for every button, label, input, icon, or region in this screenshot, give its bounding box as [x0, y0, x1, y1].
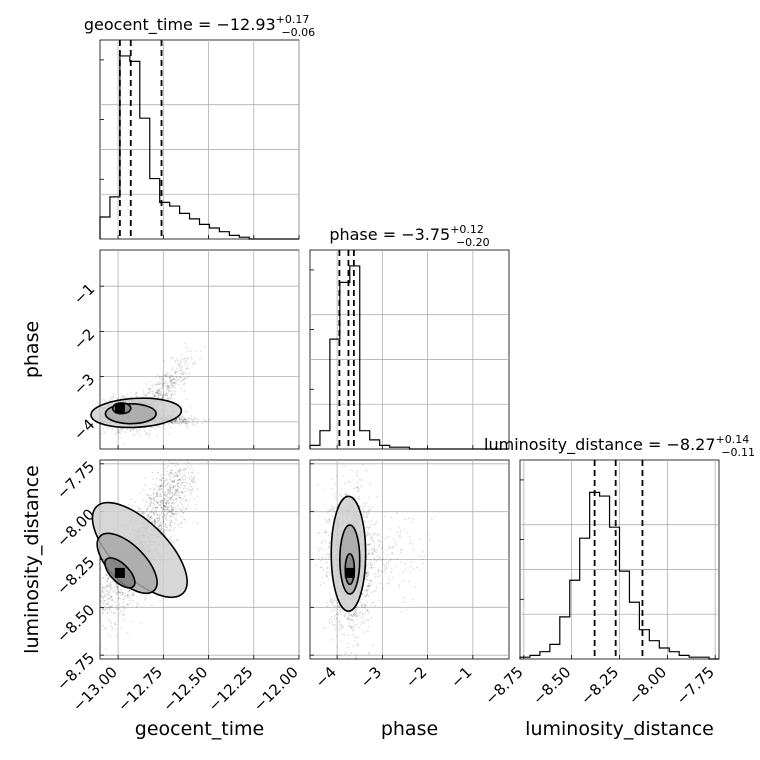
ytick-phase-1: −3	[70, 370, 98, 398]
hist-luminosity-distance	[519, 491, 719, 660]
xtick-phase-0: −4	[312, 663, 340, 691]
peak-geocent-time-luminosity-distance	[114, 567, 125, 578]
peak-phase-luminosity-distance	[344, 567, 355, 578]
xtick-phase-3: −1	[447, 663, 475, 691]
xtick-geocent-time-1: −12.75	[114, 663, 166, 715]
xlabel-luminosity-distance: luminosity_distance	[525, 718, 714, 740]
2d-panel-geocent-time-luminosity-distance	[91, 459, 300, 660]
title-geocent-time: geocent_time = −12.93+0.17 −0.06	[84, 13, 315, 39]
xtick-luminosity-distance-0: −8.75	[481, 663, 526, 708]
ytick-luminosity-distance-3: −8.00	[53, 505, 98, 550]
2d-panel-geocent-time-phase	[90, 249, 300, 450]
peak-geocent-time-phase	[114, 403, 125, 414]
xtick-geocent-time-2: −12.50	[159, 663, 211, 715]
xtick-geocent-time-3: −12.25	[205, 663, 257, 715]
hist-geocent-time	[99, 55, 299, 240]
ylabel-luminosity-distance: luminosity_distance	[21, 465, 43, 654]
xtick-phase-2: −2	[402, 663, 430, 691]
hist-panel-phase	[309, 249, 510, 450]
hist-panel-luminosity-distance	[519, 459, 720, 660]
title-luminosity-distance: luminosity_distance = −8.27+0.14 −0.11	[484, 433, 755, 459]
xtick-luminosity-distance-1: −8.50	[529, 663, 574, 708]
xtick-phase-1: −3	[357, 663, 385, 691]
title-phase: phase = −3.75+0.12 −0.20	[329, 223, 489, 249]
hist-panel-geocent-time	[99, 39, 300, 240]
ytick-phase-2: −2	[70, 325, 98, 353]
2d-panel-phase-luminosity-distance	[309, 459, 510, 660]
ytick-luminosity-distance-4: −7.75	[53, 457, 98, 502]
xtick-geocent-time-4: −12.00	[250, 663, 302, 715]
xlabel-phase: phase	[381, 718, 438, 740]
ytick-luminosity-distance-2: −8.25	[53, 553, 98, 598]
ylabel-phase: phase	[21, 321, 43, 378]
ytick-luminosity-distance-1: −8.50	[53, 601, 98, 646]
ytick-phase-3: −1	[70, 280, 98, 308]
xtick-luminosity-distance-2: −8.25	[577, 663, 622, 708]
hist-phase	[309, 265, 509, 450]
xlabel-geocent-time: geocent_time	[135, 718, 264, 740]
xtick-luminosity-distance-4: −7.75	[673, 663, 718, 708]
xtick-luminosity-distance-3: −8.00	[625, 663, 670, 708]
